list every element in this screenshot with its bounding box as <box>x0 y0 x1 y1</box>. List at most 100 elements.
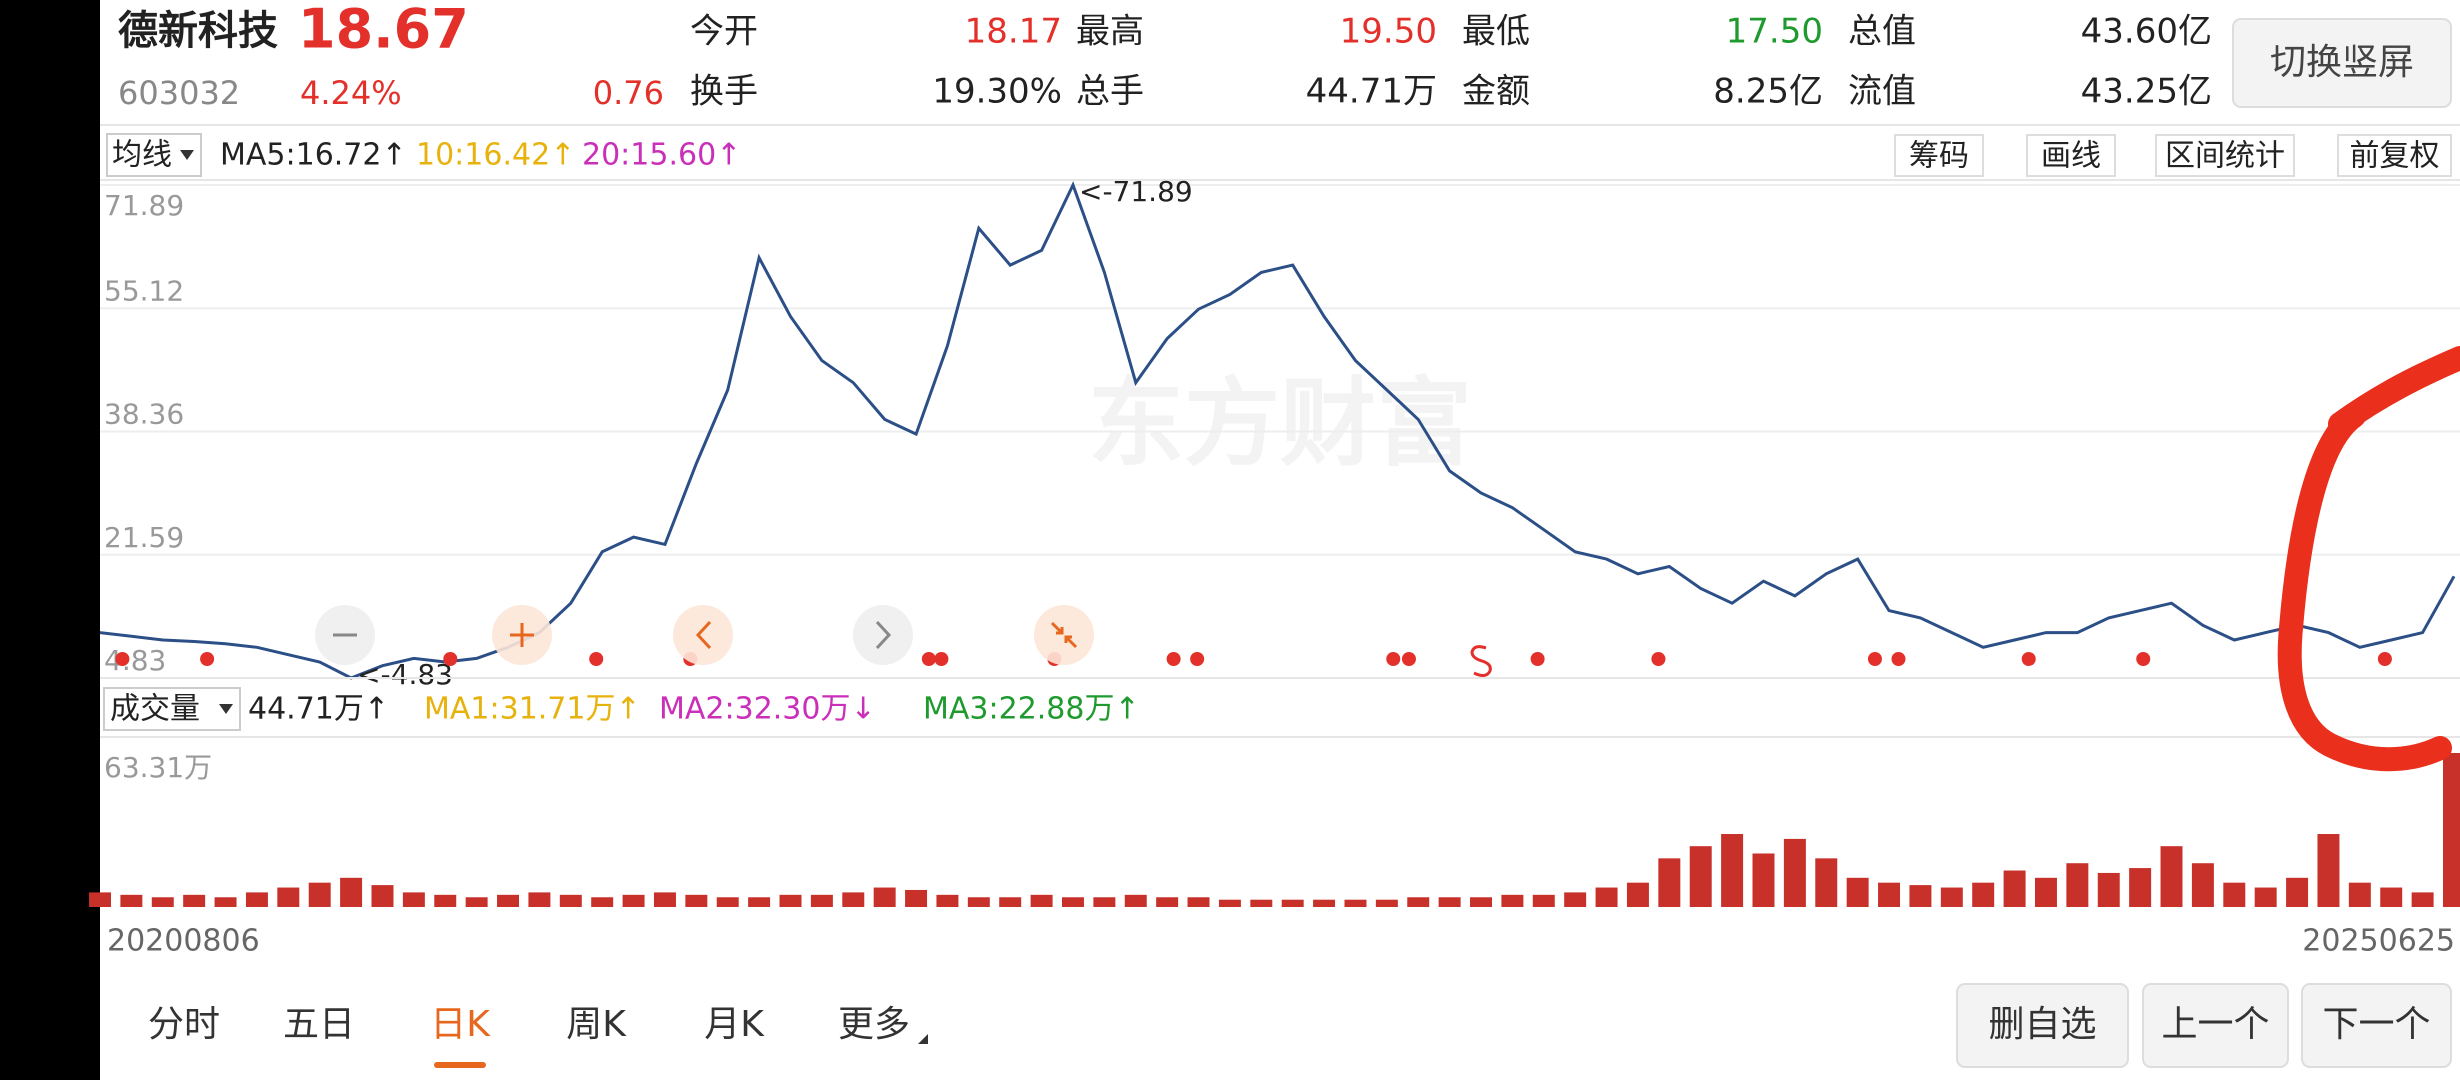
action-button-label[interactable]: 上一个 <box>2161 1004 2269 1045</box>
volume-bar <box>371 885 394 907</box>
toolbar-button-label[interactable]: 筹码 <box>1909 139 1969 174</box>
volume-selector[interactable] <box>103 687 241 731</box>
scribble <box>2277 346 2460 772</box>
volume-bar <box>873 887 896 907</box>
volume-bar <box>528 892 551 907</box>
event-dot[interactable] <box>115 652 130 666</box>
volume-bar <box>2286 877 2309 907</box>
toolbar-button-label[interactable]: 区间统计 <box>2165 139 2285 174</box>
volume-bar <box>308 882 331 907</box>
volume-bar <box>465 897 488 907</box>
event-dot[interactable] <box>2377 652 2392 666</box>
toolbar-button[interactable] <box>2155 134 2295 177</box>
volume-bar <box>1846 877 1869 907</box>
event-dot[interactable] <box>2136 652 2151 666</box>
tab[interactable]: 周K <box>566 1004 627 1045</box>
volume-bar <box>716 897 739 907</box>
volume-bar <box>1940 887 1963 907</box>
volume-bar <box>967 897 990 907</box>
stat-value: 8.25亿 <box>1713 72 1823 112</box>
event-dot[interactable] <box>1190 652 1205 666</box>
tab[interactable]: 五日 <box>283 1004 355 1045</box>
event-dot[interactable] <box>200 652 215 666</box>
y-tick-label: 4.83 <box>104 644 166 677</box>
zoom-icon <box>510 623 534 647</box>
stat-label: 换手 <box>690 72 758 112</box>
volume-bar <box>999 897 1022 907</box>
volume-bar <box>120 894 143 907</box>
volume-bar <box>1501 894 1524 907</box>
volume-bar <box>2443 753 2460 907</box>
toolbar-button[interactable] <box>1894 134 1984 177</box>
volume-bar <box>1783 838 1806 907</box>
volume-bar <box>1156 897 1179 907</box>
zoom-button[interactable] <box>673 605 733 665</box>
stat-label: 今开 <box>690 12 758 52</box>
event-dot[interactable] <box>1530 652 1545 666</box>
volume-bar <box>1972 882 1995 907</box>
stat-value: 43.25亿 <box>2081 72 2212 112</box>
min-annotation: <-4.83 <box>357 658 453 691</box>
event-dot[interactable] <box>443 652 458 666</box>
event-dot[interactable] <box>1401 652 1416 666</box>
volume-bar <box>1250 899 1273 907</box>
switch-button[interactable] <box>2232 18 2452 108</box>
volume-bar <box>591 897 614 907</box>
event-dot[interactable] <box>1386 652 1401 666</box>
tab[interactable]: 月K <box>704 1004 765 1045</box>
volume-bar <box>1030 894 1053 907</box>
volume-bar <box>685 894 708 907</box>
event-s <box>1470 645 1492 678</box>
ma-selector-label[interactable]: 均线 <box>112 138 172 173</box>
max-annotation: <-71.89 <box>1079 175 1193 208</box>
stat-value: 17.50 <box>1726 12 1823 52</box>
zoom-icon <box>1050 621 1078 649</box>
volume-bar <box>2411 892 2434 907</box>
volume-bar <box>1564 892 1587 907</box>
volume-bar <box>2348 882 2371 907</box>
event-dot[interactable] <box>1891 652 1906 666</box>
toolbar-button[interactable] <box>2337 134 2452 177</box>
zoom-button[interactable] <box>853 605 913 665</box>
event-dot[interactable] <box>1867 652 1882 666</box>
ma1-label: MA1:31.71万↑ <box>424 692 641 727</box>
stat-label: 最高 <box>1076 12 1144 52</box>
volume-bar <box>653 892 676 907</box>
volume-bar <box>1093 897 1116 907</box>
stat-label: 金额 <box>1462 72 1530 112</box>
volume-bar <box>810 894 833 907</box>
event-dot[interactable] <box>934 652 949 666</box>
stat-label: 总值 <box>1848 12 1916 52</box>
event-dot[interactable] <box>1166 652 1181 666</box>
volume-bar <box>1438 897 1461 907</box>
action-button[interactable] <box>2301 983 2452 1068</box>
event-dot[interactable] <box>921 652 936 666</box>
switch-button-label[interactable]: 切换竖屏 <box>2270 42 2414 83</box>
toolbar-button[interactable] <box>2026 134 2116 177</box>
volume-bar <box>245 892 268 907</box>
event-dot[interactable] <box>589 652 604 666</box>
ma20-label: 20:15.60↑ <box>582 138 741 173</box>
watermark: 东方财富 <box>1088 367 1472 479</box>
volume-bar <box>748 897 771 907</box>
event-dot[interactable] <box>1651 652 1666 666</box>
volume-bar <box>1470 897 1492 907</box>
change: 0.76 <box>593 74 664 112</box>
volume-bar <box>1375 899 1398 907</box>
stat-value: 18.17 <box>965 12 1062 52</box>
event-dot[interactable] <box>2021 652 2036 666</box>
action-button-label[interactable]: 删自选 <box>1988 1004 2096 1045</box>
action-button[interactable] <box>1956 983 2129 1068</box>
volume-bar <box>1658 858 1681 907</box>
tab[interactable]: 日K <box>430 1004 491 1045</box>
toolbar-button-label[interactable]: 前复权 <box>2350 139 2440 174</box>
action-button-label[interactable]: 下一个 <box>2322 1004 2430 1045</box>
volume-selector-label[interactable]: 成交量 <box>110 692 200 727</box>
zoom-button[interactable] <box>1034 605 1094 665</box>
tab[interactable]: 分时 <box>148 1004 220 1045</box>
volume-bar <box>2097 872 2120 907</box>
tab[interactable]: 更多 <box>838 1004 910 1045</box>
toolbar-button-label[interactable]: 画线 <box>2041 139 2101 174</box>
volume-bar <box>1313 899 1336 907</box>
action-button[interactable] <box>2142 983 2289 1068</box>
